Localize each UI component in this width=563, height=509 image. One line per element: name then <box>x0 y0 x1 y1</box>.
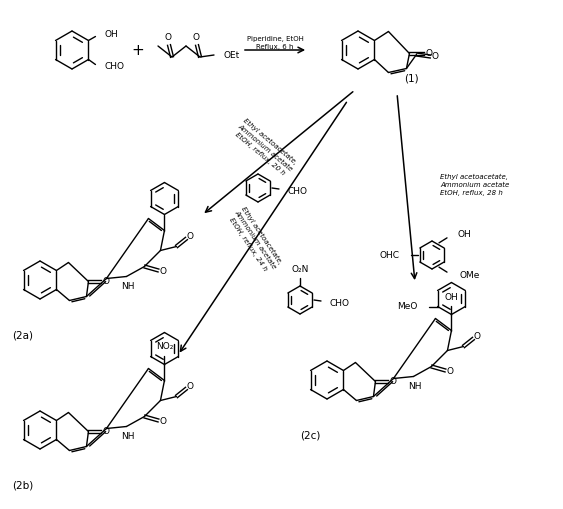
Text: O: O <box>164 33 172 42</box>
Text: OHC: OHC <box>380 250 400 260</box>
Text: NH: NH <box>408 382 421 391</box>
Text: Ethyl acetoacetate,
Ammonium acetate
EtOH, reflux, 20 h: Ethyl acetoacetate, Ammonium acetate EtO… <box>231 117 299 179</box>
Text: Piperidine, EtOH: Piperidine, EtOH <box>247 36 303 42</box>
Text: OMe: OMe <box>459 271 479 279</box>
Text: CHO: CHO <box>330 298 350 307</box>
Text: (2a): (2a) <box>12 330 34 340</box>
Text: NH: NH <box>120 282 134 291</box>
Text: NH: NH <box>120 432 134 441</box>
Text: +: + <box>132 42 144 58</box>
Text: CHO: CHO <box>288 186 308 195</box>
Text: O: O <box>447 367 454 376</box>
Text: O: O <box>474 332 481 341</box>
Text: MeO: MeO <box>397 302 418 311</box>
Text: O: O <box>426 49 433 58</box>
Text: OH: OH <box>457 231 471 239</box>
Text: OH: OH <box>445 293 458 302</box>
Text: CHO: CHO <box>105 62 124 71</box>
Text: O: O <box>432 52 439 61</box>
Text: (1): (1) <box>404 73 419 83</box>
Text: (2b): (2b) <box>12 480 34 490</box>
Text: O₂N: O₂N <box>291 265 309 273</box>
Text: (2c): (2c) <box>300 430 320 440</box>
Text: NO₂: NO₂ <box>156 342 173 351</box>
Text: Ethyl acetoacetate,
Ammonium acetate
EtOH, reflux, 24 h: Ethyl acetoacetate, Ammonium acetate EtO… <box>226 205 284 275</box>
Text: Ethyl acetoacetate,
Ammonium acetate
EtOH, reflux, 28 h: Ethyl acetoacetate, Ammonium acetate EtO… <box>440 174 510 196</box>
Text: O: O <box>160 267 167 276</box>
Text: O: O <box>103 427 110 436</box>
Text: O: O <box>390 377 397 386</box>
Text: OEt: OEt <box>224 50 240 60</box>
Text: O: O <box>103 277 110 286</box>
Text: O: O <box>160 417 167 426</box>
Text: O: O <box>187 232 194 241</box>
Text: O: O <box>193 33 199 42</box>
Text: Reflux, 6 h: Reflux, 6 h <box>256 44 294 50</box>
Text: OH: OH <box>105 30 118 39</box>
Text: O: O <box>187 382 194 391</box>
